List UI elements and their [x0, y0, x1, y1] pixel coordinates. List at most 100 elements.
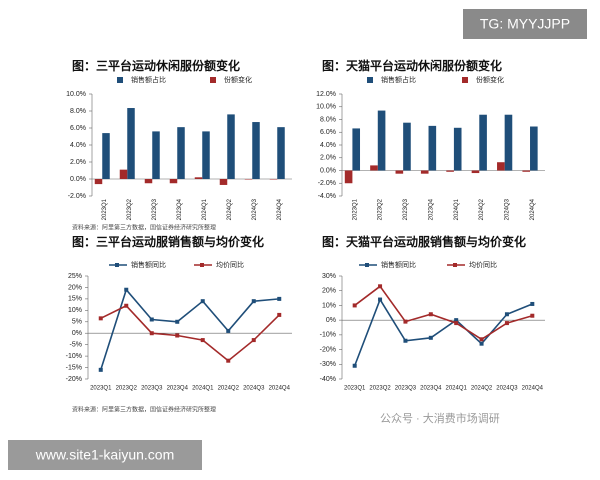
- watermark: TG: MYYJJPP: [480, 16, 570, 32]
- x-tick-label: 2024Q4: [277, 198, 283, 220]
- point: [251, 338, 256, 343]
- point: [98, 367, 103, 372]
- y-tick-label: -2.0%: [318, 180, 336, 187]
- bar: [522, 170, 531, 172]
- y-tick-label: 25%: [68, 273, 82, 280]
- watermark-box: [8, 440, 202, 470]
- bar: [497, 162, 505, 171]
- bar: [277, 127, 285, 179]
- point: [124, 303, 129, 308]
- x-tick-label: 2023Q4: [428, 198, 434, 220]
- bar: [119, 169, 128, 179]
- bar: [377, 110, 386, 171]
- legend-label: 销售额同比: [131, 260, 166, 269]
- x-tick-label: 2024Q4: [522, 386, 544, 392]
- y-tick-label: 4.0%: [320, 142, 336, 149]
- line: [354, 285, 533, 341]
- x-tick-label: 2024Q2: [227, 198, 233, 220]
- y-tick-label: 10.0%: [66, 91, 86, 98]
- y-tick-label: 30%: [322, 273, 336, 280]
- point: [200, 338, 205, 343]
- x-tick-label: 2023Q3: [141, 386, 163, 392]
- point: [175, 333, 180, 338]
- point: [504, 312, 509, 317]
- point: [530, 313, 535, 318]
- y-tick-label: 20%: [322, 288, 336, 295]
- x-tick-label: 2023Q1: [102, 198, 108, 220]
- bar: [169, 179, 178, 184]
- y-tick-label: -4.0%: [318, 193, 336, 200]
- legend-label: 份额变化: [224, 75, 252, 84]
- point: [175, 319, 180, 324]
- point: [277, 296, 282, 301]
- point: [454, 321, 459, 326]
- bar: [428, 125, 437, 171]
- bar: [370, 165, 378, 171]
- point: [454, 318, 459, 323]
- legend-marker: [200, 263, 204, 267]
- bar: [244, 179, 253, 180]
- y-tick-label: -20%: [320, 346, 336, 353]
- x-tick-label: 2024Q2: [471, 386, 493, 392]
- chart-title: 图：天猫平台运动服销售额与均价变化: [322, 234, 526, 249]
- bar: [102, 133, 110, 179]
- legend-label: 销售额占比: [381, 75, 416, 84]
- bar: [352, 128, 361, 171]
- point: [226, 358, 231, 363]
- line: [353, 297, 533, 367]
- legend-swatch: [117, 77, 123, 83]
- point: [504, 321, 509, 326]
- y-tick-label: 10%: [68, 307, 82, 314]
- bar: [479, 114, 487, 171]
- watermark: www.site1-kaiyun.com: [35, 447, 175, 463]
- x-tick-label: 2024Q3: [505, 198, 511, 220]
- x-tick-label: 2024Q1: [446, 386, 468, 392]
- legend-marker: [365, 263, 369, 267]
- x-tick-label: 2024Q1: [454, 198, 460, 220]
- x-tick-label: 2024Q2: [218, 386, 240, 392]
- x-tick-label: 2023Q3: [152, 198, 158, 220]
- x-tick-label: 2023Q2: [369, 386, 391, 392]
- bar: [453, 127, 462, 171]
- y-tick-label: -15%: [66, 364, 82, 371]
- y-tick-label: 0.0%: [70, 176, 86, 183]
- x-tick-label: 2024Q2: [479, 198, 485, 220]
- bar: [395, 170, 404, 174]
- point: [149, 331, 154, 336]
- bar: [403, 122, 411, 171]
- y-tick-label: 20%: [68, 284, 82, 291]
- bar: [194, 177, 203, 179]
- point: [479, 341, 484, 346]
- y-tick-label: -10%: [66, 353, 82, 360]
- x-tick-label: 2024Q4: [269, 386, 291, 392]
- bar: [177, 127, 185, 179]
- legend-marker: [115, 263, 119, 267]
- bar: [252, 122, 260, 179]
- y-tick-label: -30%: [320, 361, 336, 368]
- watermark-box: [463, 9, 587, 39]
- legend-label: 销售额占比: [131, 75, 166, 84]
- x-tick-label: 2024Q3: [496, 386, 518, 392]
- bar: [269, 179, 278, 180]
- x-tick-label: 2024Q3: [243, 386, 265, 392]
- chart-title: 图：天猫平台运动休闲服份额变化: [322, 58, 502, 73]
- point: [352, 303, 357, 308]
- legend-label: 均价同比: [216, 260, 244, 269]
- point: [277, 312, 282, 317]
- point: [149, 317, 154, 322]
- y-tick-label: 10.0%: [316, 104, 336, 111]
- y-tick-label: -10%: [320, 332, 336, 339]
- x-tick-label: 2023Q4: [177, 198, 183, 220]
- bar: [144, 179, 153, 184]
- line: [100, 304, 280, 362]
- y-tick-label: 2.0%: [320, 155, 336, 162]
- y-tick-label: 8.0%: [320, 116, 336, 123]
- legend-swatch: [462, 77, 468, 83]
- y-tick-label: 4.0%: [70, 142, 86, 149]
- bar: [202, 131, 210, 179]
- y-tick-label: 6.0%: [320, 129, 336, 136]
- y-tick-label: -5%: [70, 342, 82, 349]
- source-note: 资料来源：阿里第三方数据，国信证券经济研究所整理: [72, 406, 216, 414]
- y-tick-label: 0%: [72, 330, 82, 337]
